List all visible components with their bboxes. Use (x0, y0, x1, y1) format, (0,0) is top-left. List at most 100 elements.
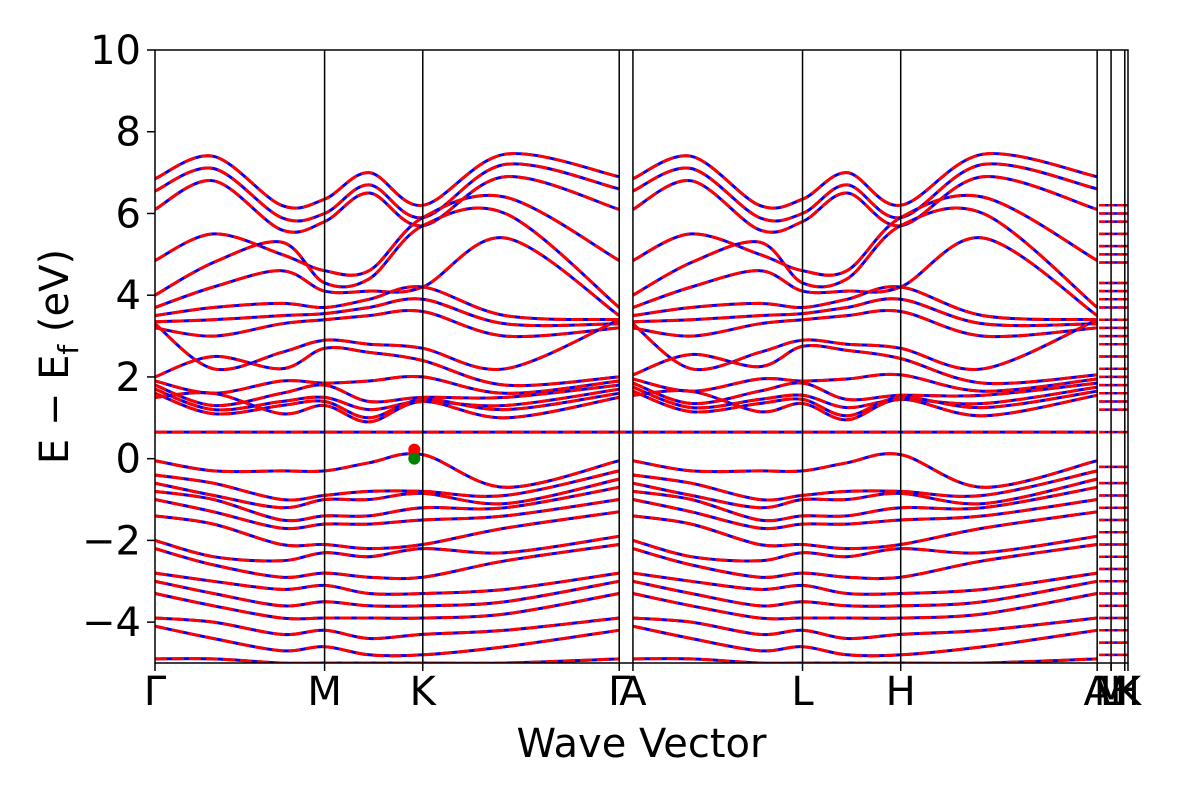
band-line-solid (632, 510, 1098, 551)
band-line-dashed (155, 543, 620, 581)
band-line-dashed (155, 193, 620, 277)
band-line-dashed (155, 387, 620, 412)
band-line-dashed (155, 236, 621, 317)
band-line-dashed (155, 162, 620, 223)
band-line-dashed (632, 193, 1098, 277)
x-tick-label: K (410, 669, 438, 715)
x-tick-label: H (886, 669, 916, 715)
bands-layer (155, 152, 1128, 663)
y-axis-ticks: −4 −2 0 2 4 6 8 10 (82, 28, 155, 646)
band-line-dashed (632, 236, 1099, 317)
x-tick-label: L (791, 669, 814, 715)
band-line-dashed (155, 510, 620, 551)
fermi-marker (408, 443, 421, 456)
x-tick-label: H (1110, 669, 1140, 715)
band-line-dashed (632, 477, 1098, 510)
y-label-subscript: f (52, 344, 85, 355)
y-tick-label: −4 (82, 600, 141, 646)
band-line-dashed (632, 510, 1098, 551)
band-line-dashed (155, 579, 620, 608)
band-line-solid (155, 309, 620, 339)
band-line-dashed (155, 318, 620, 372)
x-tick-label: K (1115, 669, 1143, 715)
y-tick-label: 10 (90, 28, 141, 74)
band-line-dashed (155, 452, 620, 489)
band-line-dashed (155, 297, 620, 328)
band-line-dashed (632, 452, 1098, 489)
y-label-unit: (eV) (32, 249, 78, 345)
band-line-dashed (155, 346, 620, 388)
y-tick-label: 6 (116, 191, 141, 237)
x-tick-label: A (1083, 669, 1111, 715)
band-line-dashed (632, 469, 1098, 502)
band-line-dashed (155, 391, 620, 420)
y-axis-label: E − Ef (eV) (32, 249, 85, 464)
x-axis-label: Wave Vector (517, 721, 768, 767)
y-tick-label: 8 (116, 110, 141, 156)
x-tick-label: M (307, 669, 342, 715)
band-line-dashed (632, 389, 1098, 422)
band-line-dashed (631, 318, 1098, 372)
y-label-main: E − E (32, 355, 78, 465)
band-line-dashed (632, 285, 1098, 322)
band-line-solid (155, 318, 620, 372)
band-line-dashed (632, 344, 1098, 386)
band-line-dashed (155, 206, 621, 309)
band-line-solid (632, 309, 1098, 339)
band-line-dashed (155, 498, 620, 531)
band-line-dashed (155, 152, 620, 210)
fermi-markers-layer (408, 443, 421, 465)
band-line-dashed (632, 309, 1098, 339)
plot-frame (154, 49, 1129, 664)
y-tick-label: 0 (116, 437, 141, 483)
x-tick-label: L (1100, 669, 1123, 715)
x-tick-label: Γ (608, 669, 631, 715)
band-line-dashed (155, 624, 620, 658)
band-line-dashed (632, 381, 1098, 406)
band-line-solid (631, 318, 1098, 372)
x-tick-label: Γ (144, 669, 167, 715)
y-tick-label: −2 (82, 518, 141, 564)
band-line-dashed (632, 162, 1098, 223)
band-line-dashed (632, 534, 1098, 563)
band-line-solid (632, 616, 1098, 641)
band-line-dashed (632, 206, 1099, 309)
x-tick-label: M (1094, 669, 1129, 715)
band-line-dashed (632, 175, 1098, 234)
band-line-solid (155, 616, 620, 641)
x-tick-label: A (619, 669, 647, 715)
band-line-dashed (632, 385, 1098, 410)
high-symmetry-lines (323, 50, 1126, 663)
band-line-dashed (155, 485, 620, 523)
band-line-dashed (632, 624, 1098, 658)
fermi-marker (408, 452, 421, 465)
band-line-dashed (632, 592, 1098, 621)
band-line-dashed (632, 616, 1098, 641)
band-line-dashed (632, 389, 1098, 418)
band-line-dashed (155, 175, 620, 234)
band-line-dashed (155, 285, 620, 322)
band-line-dashed (632, 571, 1098, 596)
band-line-dashed (155, 571, 620, 596)
y-tick-label: 2 (116, 355, 141, 401)
y-tick-label: 4 (116, 273, 141, 319)
band-line-dashed (632, 543, 1098, 581)
band-line-dashed (155, 469, 620, 502)
band-line-dashed (632, 579, 1098, 608)
band-line-dashed (155, 391, 620, 424)
band-line-solid (155, 510, 620, 551)
band-line-dashed (155, 477, 620, 510)
band-line-dashed (155, 534, 620, 563)
band-line-dashed (632, 152, 1098, 210)
band-line-dashed (155, 616, 620, 641)
band-line-dashed (632, 297, 1098, 328)
band-line-dashed (632, 372, 1098, 393)
band-line-dashed (632, 485, 1098, 523)
band-line-dashed (155, 374, 620, 395)
band-line-dashed (155, 383, 620, 408)
band-line-dashed (632, 498, 1098, 531)
band-line-dashed (155, 309, 620, 339)
band-line-dashed (155, 592, 620, 621)
